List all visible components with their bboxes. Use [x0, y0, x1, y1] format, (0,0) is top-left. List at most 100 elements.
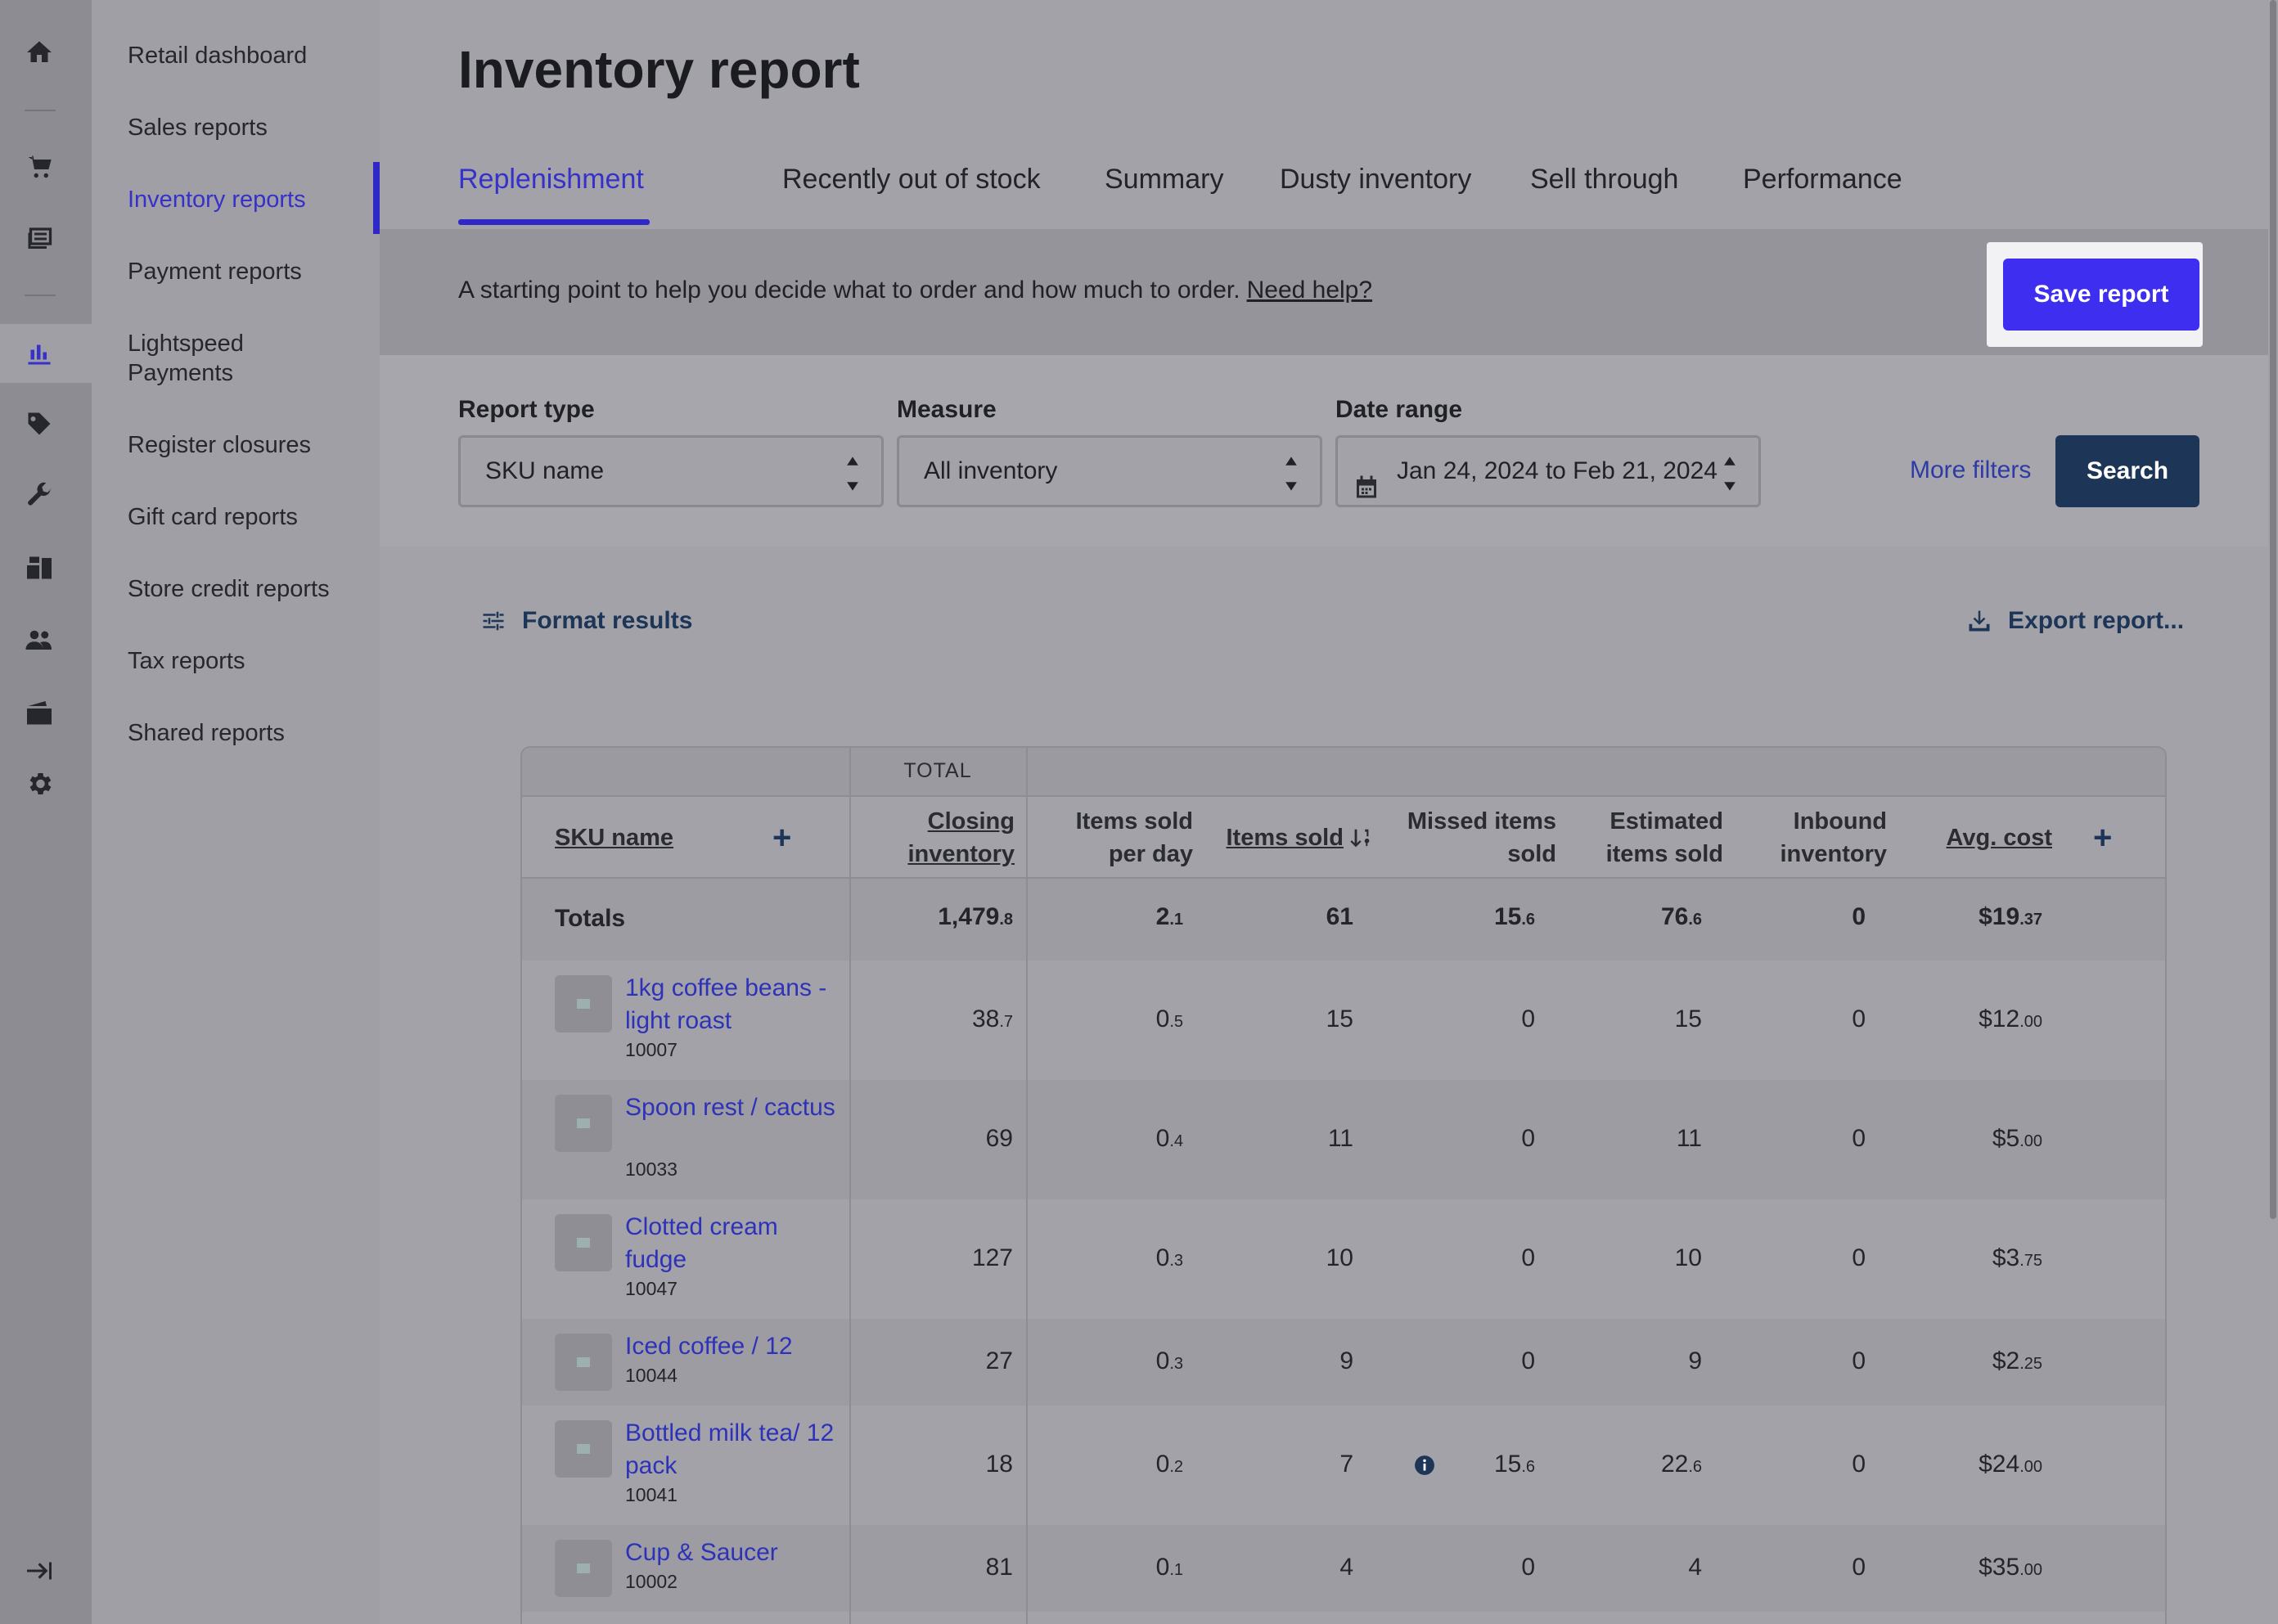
register-icon[interactable]: [23, 223, 56, 255]
table-row: Bottled milk tea/ 12 pack 10041 18 0.2 7 15.6…: [522, 1406, 2165, 1525]
cell-cost-decimal: .25: [2019, 1355, 2042, 1373]
tab-replenishment[interactable]: Replenishment: [458, 164, 644, 195]
product-name-link[interactable]: Spoon rest / cactus: [625, 1094, 835, 1121]
format-results-button[interactable]: Format results: [481, 607, 692, 635]
cell-estimated-main: 15: [1674, 1005, 1702, 1032]
header-missed-line2: sold: [1507, 841, 1556, 867]
customers-icon[interactable]: [23, 623, 56, 656]
nav-item-payment-reports[interactable]: Payment reports: [128, 259, 302, 285]
cell-closing-main: 27: [985, 1347, 1013, 1374]
add-column-plus-icon[interactable]: +: [2093, 820, 2113, 856]
search-button[interactable]: Search: [2055, 435, 2199, 507]
totals-per-day-main: 2: [1155, 903, 1170, 930]
cell-missed: 15.6: [1494, 1451, 1535, 1478]
header-avg-cost[interactable]: Avg. cost: [1946, 825, 2052, 851]
header-missed-items: Missed items sold: [1373, 805, 1556, 870]
totals-estimated-decimal: .6: [1688, 911, 1702, 929]
nav-item-store-credit-reports[interactable]: Store credit reports: [128, 576, 330, 602]
wallet-icon[interactable]: [23, 697, 56, 730]
reports-icon[interactable]: [23, 337, 56, 370]
save-report-button[interactable]: Save report: [2003, 259, 2199, 331]
image-placeholder-icon: [577, 1118, 590, 1128]
select-arrows-icon: [1722, 452, 1737, 492]
nav-item-register-closures[interactable]: Register closures: [128, 432, 312, 458]
header-sku-name[interactable]: SKU name: [555, 825, 674, 851]
banner-text: A starting point to help you decide what…: [458, 277, 1372, 304]
cell-per-day-decimal: .3: [1169, 1252, 1183, 1270]
wrench-icon[interactable]: [23, 479, 56, 512]
nav-item-inventory-reports[interactable]: Inventory reports: [128, 187, 306, 213]
tab-summary[interactable]: Summary: [1105, 164, 1224, 195]
header-closing-inventory[interactable]: Closing inventory: [858, 805, 1015, 870]
date-range-label: Date range: [1335, 396, 1463, 423]
tab-performance[interactable]: Performance: [1743, 164, 1902, 195]
vertical-scrollbar[interactable]: [2268, 0, 2278, 1624]
cell-per-day: 0.5: [1156, 1005, 1183, 1033]
totals-estimated-main: 76: [1660, 903, 1689, 930]
page-title: Inventory report: [458, 40, 860, 99]
header-items-sold[interactable]: Items sold: [1201, 821, 1373, 854]
gear-icon[interactable]: [23, 767, 56, 800]
product-name-link[interactable]: 1kg coffee beans - light roast: [625, 974, 827, 1034]
cell-per-day: 0.2: [1156, 1451, 1183, 1478]
nav-item-gift-card-reports[interactable]: Gift card reports: [128, 504, 298, 530]
cell-inbound: 0: [1852, 1554, 1866, 1581]
cell-closing: 18: [986, 1451, 1013, 1478]
report-type-value: SKU name: [485, 457, 605, 484]
need-help-link[interactable]: Need help?: [1246, 277, 1373, 304]
table-row: Iced coffee / 12 10044 27 0.3 9 0 9 0 $2.25: [522, 1319, 2165, 1406]
nav-item-shared-reports[interactable]: Shared reports: [128, 720, 285, 746]
product-name-link[interactable]: Clotted cream fudge: [625, 1213, 778, 1273]
banner-description: A starting point to help you decide what…: [458, 277, 1240, 304]
product-name-link[interactable]: Bottled milk tea/ 12 pack: [625, 1419, 835, 1479]
cell-cost-main: $3: [1992, 1244, 2020, 1271]
product-name-link[interactable]: Cup & Saucer: [625, 1539, 778, 1566]
cell-estimated: 10: [1675, 1244, 1702, 1272]
cell-estimated-main: 11: [1676, 1125, 1702, 1152]
cell-estimated-main: 22: [1660, 1451, 1689, 1478]
product-name-link[interactable]: Iced coffee / 12: [625, 1333, 793, 1360]
date-range-select[interactable]: Jan 24, 2024 to Feb 21, 2024: [1335, 435, 1761, 507]
more-filters-link[interactable]: More filters: [1910, 457, 2032, 484]
add-column-plus-icon[interactable]: +: [772, 820, 792, 856]
scrollbar-thumb[interactable]: [2270, 0, 2276, 1219]
product-thumbnail: [555, 1095, 612, 1152]
tab-sell-through[interactable]: Sell through: [1530, 164, 1679, 195]
cell-estimated: 4: [1688, 1554, 1702, 1581]
tag-icon[interactable]: [23, 407, 56, 440]
format-results-label: Format results: [522, 607, 693, 634]
collapse-icon[interactable]: [23, 1554, 56, 1587]
active-tab-underline: [458, 219, 650, 225]
cell-missed-main: 0: [1521, 1347, 1535, 1374]
cart-icon[interactable]: [23, 151, 56, 183]
nav-item-lightspeed-payments[interactable]: Lightspeed Payments: [128, 331, 244, 386]
cell-closing: 69: [986, 1125, 1013, 1153]
home-icon[interactable]: [23, 36, 56, 69]
cell-estimated: 22.6: [1661, 1451, 1702, 1478]
image-placeholder-icon: [577, 1357, 590, 1367]
cell-per-day-main: 0: [1155, 1451, 1170, 1478]
nav-item-tax-reports[interactable]: Tax reports: [128, 648, 245, 674]
export-report-button[interactable]: Export report...: [1967, 607, 2184, 635]
report-table: TOTAL SKU name + Closing inventory Items…: [520, 746, 2167, 1624]
totals-closing-decimal: .8: [999, 911, 1013, 929]
nav-item-sales-reports[interactable]: Sales reports: [128, 115, 268, 141]
tab-dusty-inventory[interactable]: Dusty inventory: [1280, 164, 1472, 195]
nav-item-retail-dashboard[interactable]: Retail dashboard: [128, 43, 308, 69]
product-thumbnail: [555, 1420, 612, 1478]
cell-missed: 0: [1521, 1347, 1535, 1375]
totals-label: Totals: [555, 905, 626, 932]
totals-cost: $19.37: [1979, 903, 2042, 931]
sliders-icon: [483, 611, 504, 631]
report-type-select[interactable]: SKU name: [458, 435, 884, 507]
measure-select[interactable]: All inventory: [897, 435, 1322, 507]
cell-cost-decimal: .75: [2019, 1252, 2042, 1270]
select-arrows-icon: [845, 452, 860, 492]
info-icon[interactable]: [1414, 1455, 1435, 1476]
cell-cost-main: $5: [1992, 1125, 2020, 1152]
cell-cost-decimal: .00: [2019, 1013, 2042, 1031]
cell-estimated-decimal: .6: [1688, 1458, 1702, 1476]
header-items-per-day: Items sold per day: [1029, 805, 1193, 870]
tab-recently-out-of-stock[interactable]: Recently out of stock: [782, 164, 1041, 195]
boxes-icon[interactable]: [23, 551, 56, 584]
